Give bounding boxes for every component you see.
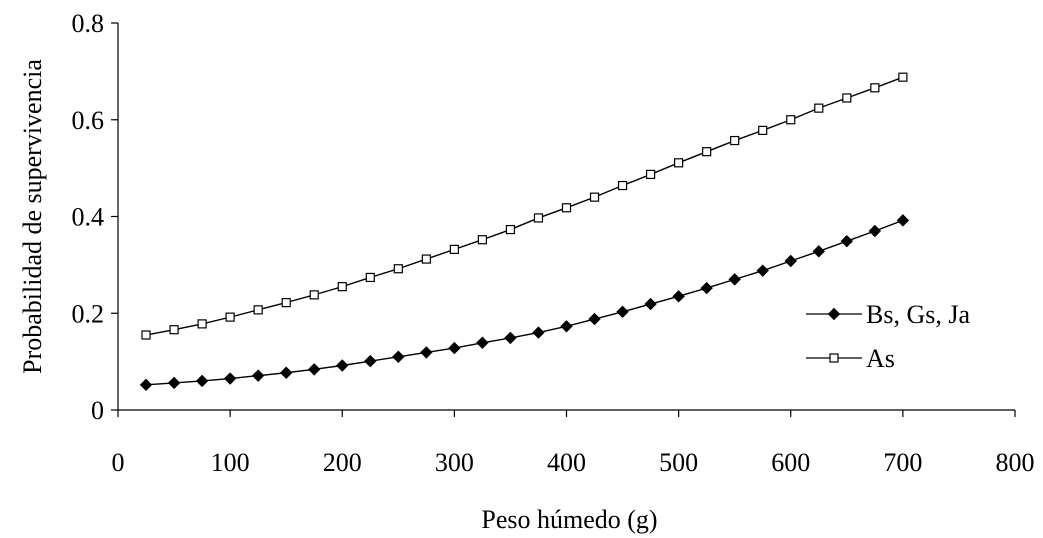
- data-point-as: [645, 169, 656, 180]
- data-point-as: [533, 213, 544, 223]
- x-tick-label: 0: [112, 448, 125, 477]
- data-point-as: [842, 93, 852, 103]
- data-point-as: [449, 244, 459, 254]
- legend-marker-bs-gs-ja: [827, 307, 841, 321]
- data-point-bs-gs-ja: [392, 350, 405, 363]
- x-tick-label: 200: [323, 448, 362, 477]
- legend-item-as: As: [806, 344, 895, 373]
- legend: Bs, Gs, Ja As: [806, 300, 970, 373]
- x-tick-label: 800: [996, 448, 1035, 477]
- x-tick-label: 600: [771, 448, 810, 477]
- data-point-bs-gs-ja: [504, 331, 517, 345]
- data-point-as: [617, 180, 628, 191]
- y-tick-label: 0.6: [72, 106, 105, 135]
- data-point-as: [561, 203, 572, 213]
- data-point-bs-gs-ja: [476, 336, 489, 349]
- y-tick-label: 0.8: [72, 9, 105, 38]
- series-line-bs-gs-ja: [145, 219, 904, 386]
- legend-label-bs-gs-ja: Bs, Gs, Ja: [866, 300, 970, 329]
- legend-marker-as: [829, 353, 839, 363]
- data-point-bs-gs-ja: [896, 214, 910, 227]
- data-point-bs-gs-ja: [812, 245, 825, 258]
- y-tick-label: 0.4: [72, 203, 105, 232]
- data-point-bs-gs-ja: [784, 254, 797, 268]
- data-point-as: [814, 103, 824, 113]
- data-point-as: [758, 125, 768, 135]
- data-point-as: [337, 282, 347, 292]
- data-point-bs-gs-ja: [588, 312, 601, 326]
- data-point-as: [309, 290, 319, 300]
- data-point-bs-gs-ja: [364, 354, 377, 368]
- ticks: 0 0.2 0.4 0.6 0.8 0 100 200 300 400 500 600 700 800: [72, 9, 1035, 477]
- x-tick-label: 400: [547, 448, 586, 477]
- data-point-as: [505, 224, 516, 235]
- data-point-bs-gs-ja: [868, 224, 882, 238]
- data-point-bs-gs-ja: [336, 359, 349, 372]
- data-point-bs-gs-ja: [139, 378, 153, 392]
- data-point-bs-gs-ja: [644, 297, 657, 311]
- data-point-as: [898, 72, 908, 82]
- data-point-as: [674, 158, 684, 168]
- data-point-bs-gs-ja: [560, 320, 573, 333]
- data-point-as: [197, 319, 207, 329]
- data-point-as: [365, 272, 375, 283]
- legend-label-as: As: [866, 344, 895, 373]
- data-point-bs-gs-ja: [700, 281, 713, 295]
- data-point-as: [281, 298, 291, 308]
- x-tick-label: 300: [435, 448, 474, 477]
- data-point-as: [421, 254, 431, 264]
- data-point-as: [870, 83, 880, 93]
- x-tick-label: 100: [211, 448, 250, 477]
- data-point-bs-gs-ja: [532, 326, 545, 339]
- data-point-bs-gs-ja: [251, 369, 265, 382]
- data-point-bs-gs-ja: [308, 363, 321, 376]
- data-point-bs-gs-ja: [756, 264, 769, 277]
- data-point-bs-gs-ja: [279, 366, 293, 379]
- data-point-bs-gs-ja: [616, 305, 629, 319]
- data-point-bs-gs-ja: [448, 341, 461, 355]
- data-point-bs-gs-ja: [840, 234, 854, 248]
- series-line-as: [145, 76, 904, 336]
- data-point-bs-gs-ja: [223, 372, 237, 385]
- x-tick-label: 700: [883, 448, 922, 477]
- data-point-as: [253, 305, 263, 315]
- data-point-as: [393, 264, 403, 274]
- data-point-as: [702, 147, 712, 157]
- data-point-as: [786, 115, 796, 125]
- data-point-as: [589, 192, 600, 202]
- data-point-as: [730, 135, 740, 146]
- data-point-bs-gs-ja: [728, 273, 741, 286]
- data-point-as: [225, 312, 235, 322]
- data-point-bs-gs-ja: [672, 290, 685, 303]
- data-point-bs-gs-ja: [420, 346, 433, 359]
- legend-item-bs-gs-ja: Bs, Gs, Ja: [806, 300, 970, 329]
- data-point-as: [477, 235, 488, 245]
- data-point-bs-gs-ja: [195, 374, 209, 388]
- y-axis-title: Probabilidad de supervivencia: [18, 59, 47, 374]
- x-tick-label: 500: [659, 448, 698, 477]
- data-point-as: [169, 325, 179, 335]
- data-point-bs-gs-ja: [167, 376, 181, 390]
- data-point-as: [141, 330, 151, 340]
- y-tick-label: 0.2: [72, 299, 105, 328]
- x-axis-title: Peso húmedo (g): [481, 505, 657, 534]
- plot-area: [139, 72, 910, 392]
- y-tick-label: 0: [91, 396, 104, 425]
